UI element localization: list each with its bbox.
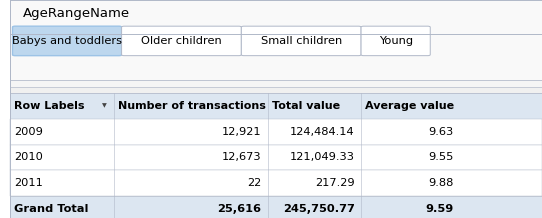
Text: ▼: ▼ [102,104,106,109]
Text: Babys and toddlers: Babys and toddlers [12,36,122,46]
Bar [10,80,542,87]
Bar [10,0,542,80]
Text: 124,484.14: 124,484.14 [290,127,354,137]
Text: 2009: 2009 [14,127,43,137]
Text: AgeRangeName: AgeRangeName [23,7,130,20]
Text: 2010: 2010 [14,152,43,162]
FancyBboxPatch shape [241,26,361,56]
Bar [10,196,542,218]
Text: Row Labels: Row Labels [14,101,85,111]
Bar [10,119,542,145]
FancyBboxPatch shape [12,26,121,56]
Text: 9.55: 9.55 [428,152,453,162]
Text: 12,673: 12,673 [222,152,262,162]
Text: 121,049.33: 121,049.33 [289,152,354,162]
Text: 2011: 2011 [14,178,43,188]
Text: Older children: Older children [141,36,222,46]
Text: Young: Young [379,36,412,46]
FancyBboxPatch shape [121,26,241,56]
Text: Small children: Small children [261,36,342,46]
Text: Grand Total: Grand Total [14,204,88,214]
Bar [10,87,542,93]
Text: 245,750.77: 245,750.77 [283,204,354,214]
Text: Average value: Average value [365,101,454,111]
Text: 217.29: 217.29 [315,178,354,188]
Text: 9.59: 9.59 [425,204,453,214]
Bar [10,170,542,196]
Text: Total value: Total value [272,101,340,111]
Text: 9.88: 9.88 [428,178,453,188]
Text: Number of transactions: Number of transactions [118,101,266,111]
Text: 9.63: 9.63 [428,127,453,137]
Text: 25,616: 25,616 [217,204,262,214]
Bar [10,93,542,119]
Bar [10,145,542,170]
Text: 12,921: 12,921 [222,127,262,137]
FancyBboxPatch shape [361,26,430,56]
Text: 22: 22 [247,178,262,188]
